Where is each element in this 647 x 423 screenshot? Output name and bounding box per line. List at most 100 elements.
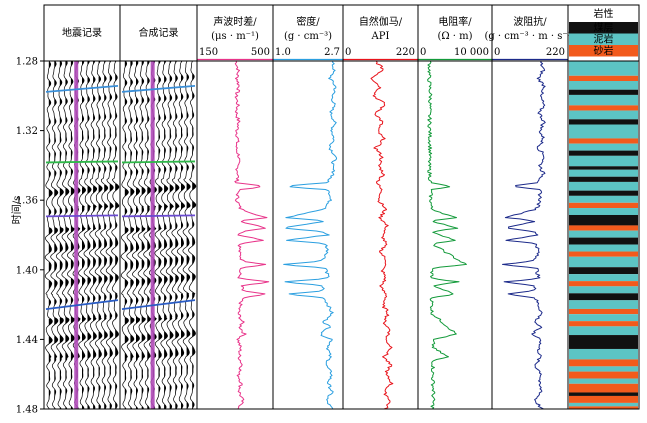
y-tick-label: 1.48 xyxy=(16,405,38,416)
wiggle-trace xyxy=(78,60,87,409)
horizon-pick xyxy=(121,299,196,310)
wiggle-fill xyxy=(54,61,58,409)
wiggle-track-synthetic xyxy=(120,60,197,410)
track-scale-max: 220 xyxy=(546,47,565,58)
lithology-interval xyxy=(569,138,638,144)
track-scale-max: 220 xyxy=(396,47,415,58)
track-unit: (g · cm⁻³) xyxy=(284,31,332,42)
lithology-legend-label: 煤层 xyxy=(594,21,614,34)
track-title: 地震记录 xyxy=(62,26,102,39)
wiggle-trace xyxy=(66,60,75,410)
lithology-legend-swatch xyxy=(569,45,638,57)
track-scale-max: 10 000 xyxy=(454,47,489,58)
track-title: 电阻率/ xyxy=(438,15,472,28)
lithology-interval xyxy=(569,119,638,125)
lithology-interval xyxy=(569,110,638,120)
lithology-interval xyxy=(569,230,638,238)
lithology-interval xyxy=(569,89,638,95)
lithology-interval xyxy=(569,267,638,275)
track-title: 密度/ xyxy=(296,15,320,28)
impedance-curve xyxy=(502,60,546,410)
figure-frame xyxy=(43,4,640,410)
lithology-interval xyxy=(569,202,638,209)
wiggle-trace xyxy=(160,60,169,410)
log-track-gamma xyxy=(370,60,394,410)
horizon-pick xyxy=(121,84,196,93)
track-scale-min: 1.0 xyxy=(275,47,291,58)
lithology-interval xyxy=(569,326,638,336)
track-title: 波阻抗/ xyxy=(513,15,547,28)
lithology-interval xyxy=(569,392,638,396)
lithology-interval xyxy=(569,169,638,177)
lithology-interval xyxy=(569,244,638,252)
lithology-interval xyxy=(569,208,638,215)
log-track-sonic xyxy=(234,60,270,410)
wiggle-trace xyxy=(120,60,129,410)
y-tick-label: 1.44 xyxy=(16,335,38,346)
log-track-resistivity xyxy=(427,60,467,410)
lithology-interval xyxy=(569,61,638,76)
wiggle-fill xyxy=(181,61,185,409)
wiggle-fill xyxy=(109,61,114,409)
lithology-interval xyxy=(569,402,638,407)
lithology-interval xyxy=(569,181,638,191)
log-tracks xyxy=(44,60,638,410)
wiggle-fill xyxy=(98,61,103,409)
lithology-interval xyxy=(569,300,638,309)
lithology-interval xyxy=(569,383,638,393)
lithology-interval xyxy=(569,225,638,231)
lithology-legend-label: 砂岩 xyxy=(594,44,614,57)
track-unit: API xyxy=(371,31,390,42)
lithology-interval xyxy=(569,274,638,282)
wiggle-fill xyxy=(164,61,168,409)
gamma-curve xyxy=(370,60,394,410)
wiggle-trace xyxy=(50,60,59,410)
density-curve xyxy=(283,60,338,410)
lithology-interval xyxy=(569,190,638,196)
wiggle-fill xyxy=(115,61,119,409)
lithology-column xyxy=(569,61,638,409)
lithology-interval xyxy=(569,155,638,167)
wiggle-trace xyxy=(132,60,141,410)
y-tick-label: 1.28 xyxy=(16,57,38,68)
lithology-legend-swatch xyxy=(569,22,638,34)
wiggle-trace xyxy=(44,60,53,410)
wiggle-track-seismic xyxy=(44,60,120,410)
lithology-interval xyxy=(569,314,638,322)
lithology-interval xyxy=(569,105,638,111)
wiggle-trace xyxy=(89,60,98,410)
log-track-density xyxy=(283,60,338,410)
track-scale-min: 150 xyxy=(199,47,218,58)
wiggle-trace xyxy=(137,60,146,410)
y-axis-label: 时间/s xyxy=(10,196,23,225)
wiggle-fill xyxy=(186,61,191,409)
wiggle-fill xyxy=(48,62,53,409)
lithology-interval xyxy=(569,293,638,301)
lithology-interval xyxy=(569,321,638,327)
wiggle-trace xyxy=(154,60,163,410)
wiggle-fill xyxy=(192,61,196,409)
lithology-interval xyxy=(569,81,638,90)
y-tick-label: 1.32 xyxy=(16,126,38,137)
lithology-interval xyxy=(569,335,638,349)
track-scale-max: 2.7 xyxy=(324,47,340,58)
lithology-interval xyxy=(569,143,638,151)
wiggle-trace xyxy=(94,60,103,410)
track-title: 合成记录 xyxy=(139,26,179,39)
horizon-pick xyxy=(45,84,119,93)
horizon-pick xyxy=(121,214,196,218)
log-track-impedance xyxy=(502,60,546,410)
wiggle-trace xyxy=(165,60,174,410)
horizon-pick xyxy=(45,299,119,310)
wiggle-trace xyxy=(61,60,70,410)
lithology-interval xyxy=(569,395,638,403)
lithology-interval xyxy=(569,237,638,245)
lithology-interval xyxy=(569,75,638,82)
y-tick-label: 1.36 xyxy=(16,196,38,207)
wiggle-trace xyxy=(111,60,120,410)
track-scale-min: 0 xyxy=(345,47,351,58)
wiggle-trace xyxy=(83,60,92,410)
track-unit: (μs · m⁻¹) xyxy=(211,31,259,42)
track-scale-min: 0 xyxy=(494,47,500,58)
track-scale-min: 0 xyxy=(420,47,426,58)
